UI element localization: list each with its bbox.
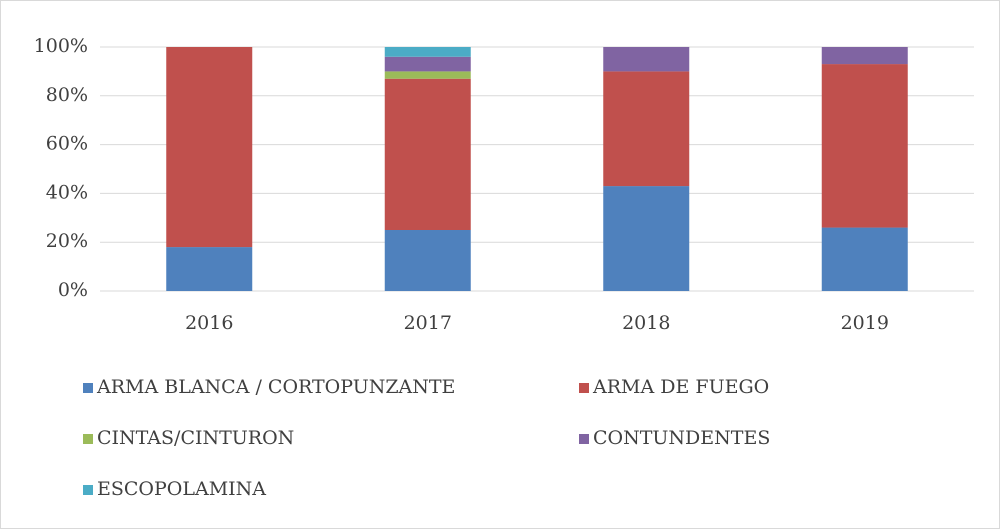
legend-swatch: [83, 383, 93, 393]
bar-segment: [384, 47, 471, 57]
legend-swatch: [83, 485, 93, 495]
legend-label: ARMA BLANCA / CORTOPUNZANTE: [96, 376, 455, 398]
legend-label: ARMA DE FUEGO: [592, 376, 769, 398]
y-tick-label: 80%: [46, 84, 88, 106]
legend-swatch: [579, 383, 589, 393]
bar-segment: [821, 227, 908, 291]
bar-segment: [603, 47, 690, 72]
x-tick-label: 2016: [185, 312, 233, 334]
legend-label: CONTUNDENTES: [593, 427, 770, 449]
legend-label: CINTAS/CINTURON: [97, 427, 294, 449]
bar-segment: [384, 230, 471, 291]
bar-segment: [166, 247, 253, 291]
bar-segment: [821, 64, 908, 228]
legend-swatch: [579, 434, 589, 444]
bar-segment: [166, 47, 253, 248]
x-tick-label: 2019: [841, 312, 889, 334]
y-tick-label: 0%: [58, 279, 88, 301]
y-tick-label: 40%: [46, 181, 88, 203]
x-tick-label: 2017: [404, 312, 452, 334]
legend-swatch: [83, 434, 93, 444]
y-tick-label: 60%: [46, 133, 88, 155]
y-tick-label: 20%: [46, 230, 88, 252]
bar-segment: [384, 78, 471, 230]
bar-segment: [603, 71, 690, 187]
bar-segment: [384, 56, 471, 72]
y-tick-label: 100%: [34, 35, 88, 57]
bar-segment: [603, 186, 690, 291]
bar-segment: [821, 47, 908, 65]
legend-label: ESCOPOLAMINA: [97, 478, 266, 500]
x-tick-label: 2018: [622, 312, 670, 334]
bar-segment: [384, 71, 471, 79]
